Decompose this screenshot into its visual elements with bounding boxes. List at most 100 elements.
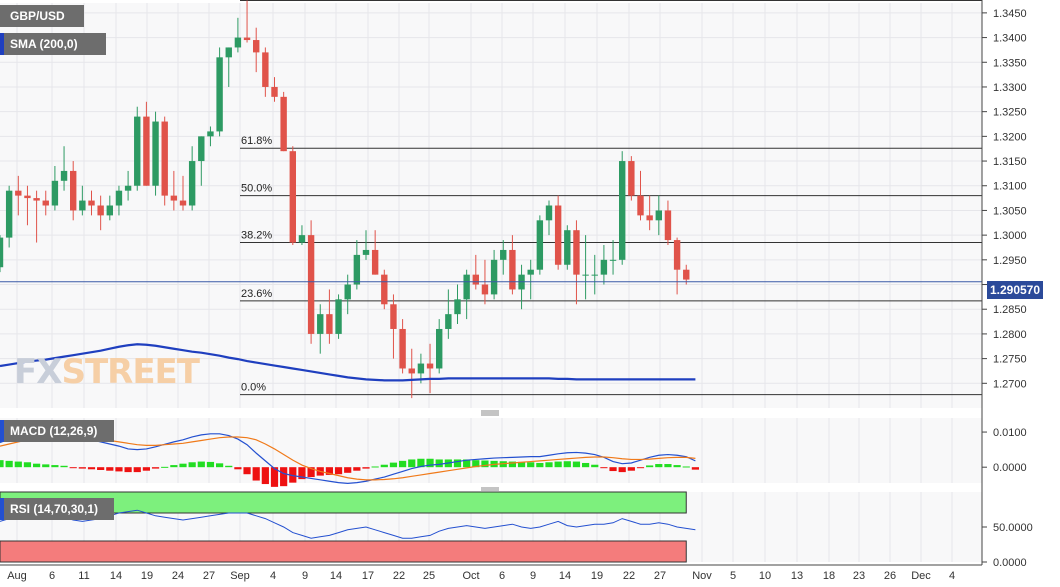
x-axis-label: 10 xyxy=(759,570,771,582)
x-axis-label: 17 xyxy=(362,570,374,582)
x-axis-label: 22 xyxy=(623,570,635,582)
x-axis-label: Nov xyxy=(692,570,712,582)
candle-body xyxy=(0,237,4,268)
x-axis-label: 6 xyxy=(499,570,505,582)
price-tick-label: 1.3300 xyxy=(993,82,1027,94)
candle-body xyxy=(655,210,662,221)
macd-histogram-bar xyxy=(298,467,306,480)
candle-body xyxy=(42,200,49,206)
price-tick-label: 1.3400 xyxy=(993,33,1027,45)
last-price-tag: 1.290570 xyxy=(987,281,1043,299)
macd-histogram-bar xyxy=(87,467,96,470)
candle-body xyxy=(344,284,351,300)
candle-body xyxy=(454,299,461,315)
macd-histogram-bar xyxy=(426,458,434,468)
macd-histogram-bar xyxy=(618,467,626,473)
x-axis-label: 27 xyxy=(203,570,215,582)
macd-histogram-bar xyxy=(106,467,114,471)
price-tick-label: 1.3350 xyxy=(993,57,1027,69)
x-axis-label: 5 xyxy=(730,570,736,582)
macd-histogram-bar xyxy=(225,465,233,468)
macd-histogram-bar xyxy=(527,462,535,468)
macd-panel xyxy=(0,418,982,483)
candle-body xyxy=(152,121,159,186)
candle-body xyxy=(399,328,406,369)
candle-body xyxy=(371,249,379,275)
macd-histogram-bar xyxy=(307,467,315,478)
macd-histogram-bar xyxy=(14,461,22,468)
macd-histogram-bar xyxy=(664,464,672,468)
candle-body xyxy=(426,363,434,369)
macd-histogram-bar xyxy=(197,461,205,468)
macd-histogram-bar xyxy=(682,466,690,468)
price-tick-label: 1.3250 xyxy=(993,107,1027,119)
macd-indicator-label[interactable]: MACD (12,26,9) xyxy=(0,420,114,442)
candle-body xyxy=(619,161,626,260)
macd-histogram-bar xyxy=(33,463,41,468)
macd-histogram-bar xyxy=(188,462,196,468)
fib-level-label: 38.2% xyxy=(241,230,272,242)
candle-body xyxy=(628,161,635,196)
candle-body xyxy=(60,170,68,181)
x-axis-label: 13 xyxy=(791,570,803,582)
candle-body xyxy=(481,284,489,295)
candle-body xyxy=(353,254,361,285)
sma-indicator-label[interactable]: SMA (200,0) xyxy=(0,33,106,55)
macd-histogram-bar xyxy=(399,460,407,468)
candle-body xyxy=(381,274,388,305)
x-axis-label: 6 xyxy=(49,570,55,582)
candle-body xyxy=(545,205,553,221)
candle-body xyxy=(161,121,168,196)
price-tick-label: 1.3100 xyxy=(993,181,1027,193)
macd-histogram-bar xyxy=(133,467,141,473)
candle-body xyxy=(683,269,690,280)
price-tick-label: 1.3000 xyxy=(993,230,1027,242)
price-tick-label: 1.2950 xyxy=(993,255,1027,267)
macd-histogram-bar xyxy=(334,467,343,475)
rsi-indicator-text: RSI (14,70,30,1) xyxy=(10,502,99,516)
candle-body xyxy=(33,198,40,201)
symbol-text: GBP/USD xyxy=(10,9,65,23)
candle-body xyxy=(509,249,516,290)
macd-histogram-bar xyxy=(691,467,699,470)
price-tick-label: 1.2750 xyxy=(993,354,1027,366)
price-tick-label: 1.2700 xyxy=(993,378,1027,390)
x-axis-label: 24 xyxy=(172,570,184,582)
macd-histogram-bar xyxy=(389,462,398,468)
macd-histogram-bar xyxy=(51,465,59,468)
x-axis-label: 25 xyxy=(423,570,435,582)
candle-body xyxy=(463,274,470,300)
candle-body xyxy=(335,299,342,334)
macd-histogram-bar xyxy=(508,461,516,468)
candle-body xyxy=(289,151,296,243)
x-axis-label: 4 xyxy=(270,570,276,582)
x-axis-label: 14 xyxy=(110,570,122,582)
candle-body xyxy=(600,259,608,275)
candle-body xyxy=(307,235,315,334)
macd-histogram-bar xyxy=(380,464,388,468)
candle-body xyxy=(554,205,562,265)
sma-200-line xyxy=(0,343,696,382)
x-axis-label: 9 xyxy=(302,570,308,582)
macd-signal-line xyxy=(0,434,696,481)
macd-histogram-bar xyxy=(142,467,150,471)
candle-body xyxy=(207,131,214,137)
candle-body xyxy=(362,249,370,255)
symbol-label[interactable]: GBP/USD xyxy=(0,5,84,27)
candle-body xyxy=(609,259,617,261)
price-tick-label: 1.2850 xyxy=(993,304,1027,316)
macd-histogram-bar xyxy=(216,463,224,468)
x-axis-label: 11 xyxy=(78,570,89,582)
x-axis-label: 22 xyxy=(393,570,405,582)
price-tick-label: 1.3050 xyxy=(993,205,1027,217)
x-axis-label: 9 xyxy=(530,570,536,582)
macd-histogram-bar xyxy=(243,467,251,475)
candle-body xyxy=(582,274,589,276)
rsi-indicator-label[interactable]: RSI (14,70,30,1) xyxy=(0,498,114,520)
macd-histogram-bar xyxy=(545,462,553,468)
candle-body xyxy=(591,274,598,276)
fib-level-label: 23.6% xyxy=(241,288,272,300)
candle-body xyxy=(436,328,443,369)
x-axis-label: Dec xyxy=(911,570,931,582)
